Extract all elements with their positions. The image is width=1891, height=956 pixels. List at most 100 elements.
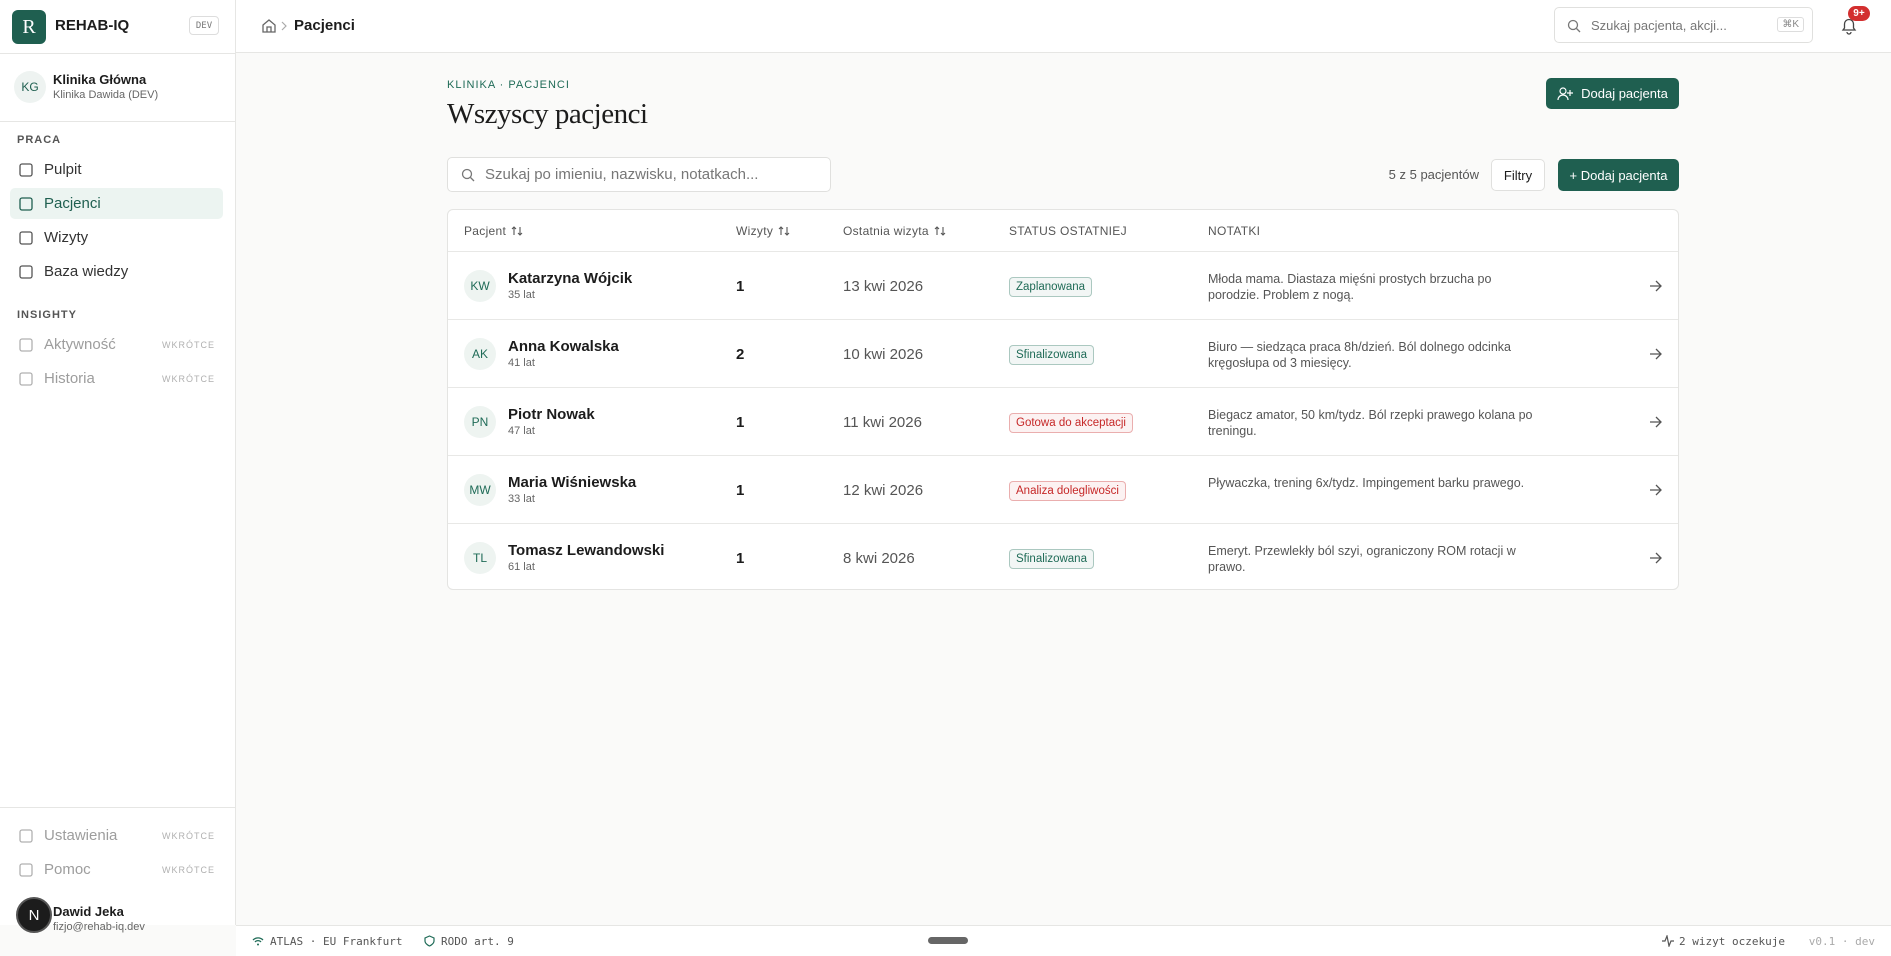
patient-name: Anna Kowalska — [508, 338, 619, 355]
notes: Biegacz amator, 50 km/tydz. Ból rzepki p… — [1208, 408, 1533, 438]
add-user-icon — [1557, 86, 1574, 100]
search-placeholder: Szukaj pacjenta, akcji... — [1591, 17, 1727, 33]
column-label: STATUS OSTATNIEJ — [1009, 223, 1127, 238]
row-arrow[interactable] — [1649, 415, 1663, 429]
nav-label: Pulpit — [44, 161, 82, 178]
sort-icon[interactable] — [511, 225, 523, 237]
column-header: STATUS OSTATNIEJ — [1009, 210, 1127, 251]
status-bar: ATLAS · EU Frankfurt RODO art. 9 2 wizyt… — [236, 925, 1891, 956]
status-pill: Sfinalizowana — [1009, 549, 1094, 569]
nav-icon — [19, 862, 33, 877]
status-pill: Gotowa do akceptacji — [1009, 413, 1133, 433]
patient-name: Maria Wiśniewska — [508, 474, 637, 491]
patient-name: Piotr Nowak — [508, 406, 595, 423]
nav-item[interactable]: Wizyty — [10, 222, 223, 253]
sidebar: R REHAB-IQ DEV KG Klinika Główna Klinika… — [0, 0, 236, 933]
nav-item[interactable]: Pulpit — [10, 154, 223, 185]
column-header[interactable]: Pacjent — [464, 210, 523, 251]
nav-icon — [19, 828, 33, 843]
status-pill: Zaplanowana — [1009, 277, 1093, 297]
search-placeholder: Szukaj po imieniu, nazwisku, notatkach..… — [485, 166, 759, 183]
notes: Biuro — siedząca praca 8h/dzień. Ból dol… — [1208, 340, 1511, 370]
user-avatar[interactable]: N — [16, 897, 52, 933]
patient-avatar: AK — [464, 338, 496, 370]
eyebrow: KLINIKA · PACJENCI — [447, 79, 570, 91]
search-icon — [1567, 19, 1581, 33]
header: Pacjenci Szukaj pacjenta, akcji... ⌘K 9+ — [236, 0, 1891, 53]
nav-label: Ustawienia — [44, 827, 118, 844]
brand: REHAB-IQ — [55, 17, 130, 34]
visits: 1 — [736, 550, 745, 567]
add-patient-button[interactable]: Dodaj pacjenta — [1546, 78, 1679, 109]
nav-icon — [19, 162, 33, 177]
patient-name: Katarzyna Wójcik — [508, 270, 633, 287]
nav-label: Pomoc — [44, 861, 91, 878]
patient-row[interactable]: AK Anna Kowalska 41 lat 2 10 kwi 2026 Sfinali… — [448, 319, 1678, 387]
region: ATLAS · EU Frankfurt — [270, 935, 403, 948]
patient-age: 47 lat — [508, 425, 535, 437]
row-arrow[interactable] — [1649, 483, 1663, 497]
nav-label: Baza wiedzy — [44, 263, 129, 280]
wifi-icon — [252, 937, 264, 946]
sort-icon[interactable] — [934, 225, 946, 237]
nav-item[interactable]: Baza wiedzy — [10, 256, 223, 287]
patient-row[interactable]: PN Piotr Nowak 47 lat 1 11 kwi 2026 Gotowa do… — [448, 387, 1678, 455]
row-arrow[interactable] — [1649, 279, 1663, 293]
patient-row[interactable]: TL Tomasz Lewandowski 61 lat 1 8 kwi 2026 Sfi… — [448, 523, 1678, 589]
nav-item[interactable]: Pacjenci — [10, 188, 223, 219]
patient-name: Tomasz Lewandowski — [508, 542, 665, 559]
env-badge: DEV — [189, 16, 219, 35]
patient-avatar: TL — [464, 542, 496, 574]
notes: Emeryt. Przewlekły ból szyi, ograniczony… — [1208, 544, 1516, 574]
column-label: Ostatnia wizyta — [843, 223, 929, 238]
clinic-name[interactable]: Klinika Główna — [53, 72, 147, 87]
column-label: Wizyty — [736, 223, 774, 238]
global-search[interactable]: Szukaj pacjenta, akcji... ⌘K — [1554, 7, 1813, 43]
home-icon[interactable] — [261, 18, 277, 34]
row-arrow[interactable] — [1649, 551, 1663, 565]
nav-label: Pacjenci — [44, 195, 101, 212]
nav-tag: WKRÓTCE — [162, 864, 215, 875]
nav-label: Historia — [44, 370, 95, 387]
column-header[interactable]: Ostatnia wizyta — [843, 210, 946, 251]
column-label: Pacjent — [464, 223, 507, 238]
section-title: INSIGHTY — [17, 309, 77, 321]
nav-tag: WKRÓTCE — [162, 339, 215, 350]
patient-age: 33 lat — [508, 493, 535, 505]
patient-avatar: KW — [464, 270, 496, 302]
last-visit: 8 kwi 2026 — [843, 550, 915, 567]
visits: 2 — [736, 346, 745, 363]
nav-item[interactable]: Pomoc WKRÓTCE — [10, 854, 223, 885]
visits: 1 — [736, 482, 745, 499]
last-visit: 11 kwi 2026 — [843, 414, 922, 431]
nav-item[interactable]: Ustawienia WKRÓTCE — [10, 820, 223, 851]
add-patient-button[interactable]: + Dodaj pacjenta — [1558, 159, 1679, 191]
status-pill: Analiza dolegliwości — [1009, 481, 1126, 501]
patient-search[interactable]: Szukaj po imieniu, nazwisku, notatkach..… — [447, 157, 831, 192]
last-visit: 12 kwi 2026 — [843, 482, 924, 499]
patient-age: 41 lat — [508, 357, 535, 369]
nav-icon — [19, 337, 33, 352]
column-label: NOTATKI — [1208, 223, 1261, 238]
nav-item[interactable]: Historia WKRÓTCE — [10, 363, 223, 394]
nav-item[interactable]: Aktywność WKRÓTCE — [10, 329, 223, 360]
column-header: NOTATKI — [1208, 210, 1260, 251]
patient-row[interactable]: KW Katarzyna Wójcik 35 lat 1 13 kwi 2026 Zapl… — [448, 251, 1678, 319]
row-arrow[interactable] — [1649, 347, 1663, 361]
nav-label: Wizyty — [44, 229, 89, 246]
column-header[interactable]: Wizyty — [736, 210, 790, 251]
bell-icon[interactable] — [1840, 16, 1858, 36]
sort-icon[interactable] — [778, 225, 790, 237]
filters-button[interactable]: Filtry — [1491, 159, 1545, 191]
button-label: Dodaj pacjenta — [1581, 86, 1668, 101]
nav-icon — [19, 264, 33, 279]
shield-icon — [424, 935, 435, 947]
shortcut: ⌘K — [1777, 17, 1804, 32]
pending-visits: 2 wizyt oczekuje — [1679, 935, 1785, 948]
page-title: Wszyscy pacjenci — [447, 98, 648, 130]
patient-row[interactable]: MW Maria Wiśniewska 33 lat 1 12 kwi 2026 Anal… — [448, 455, 1678, 523]
handle[interactable] — [928, 937, 968, 944]
user-email: fizjo@rehab-iq.dev — [53, 921, 145, 933]
